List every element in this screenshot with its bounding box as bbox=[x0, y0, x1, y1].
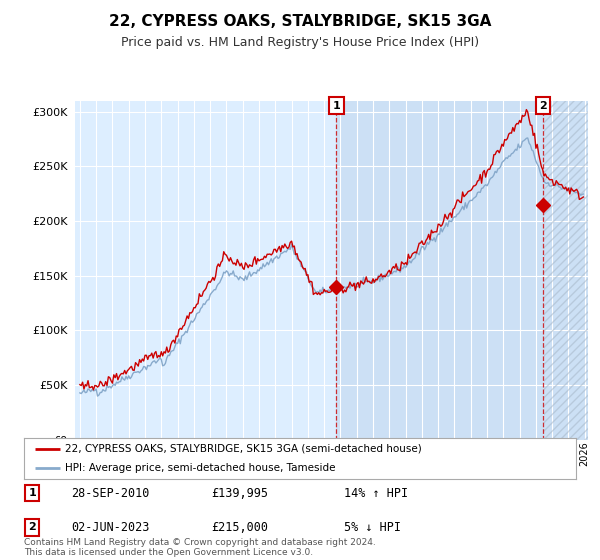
Text: Price paid vs. HM Land Registry's House Price Index (HPI): Price paid vs. HM Land Registry's House … bbox=[121, 36, 479, 49]
Text: 22, CYPRESS OAKS, STALYBRIDGE, SK15 3GA: 22, CYPRESS OAKS, STALYBRIDGE, SK15 3GA bbox=[109, 14, 491, 29]
Text: 28-SEP-2010: 28-SEP-2010 bbox=[71, 487, 149, 500]
Text: 2: 2 bbox=[28, 522, 36, 533]
Text: 22, CYPRESS OAKS, STALYBRIDGE, SK15 3GA (semi-detached house): 22, CYPRESS OAKS, STALYBRIDGE, SK15 3GA … bbox=[65, 444, 422, 454]
Text: £139,995: £139,995 bbox=[212, 487, 269, 500]
Text: 14% ↑ HPI: 14% ↑ HPI bbox=[344, 487, 408, 500]
Text: 02-JUN-2023: 02-JUN-2023 bbox=[71, 521, 149, 534]
Text: 5% ↓ HPI: 5% ↓ HPI bbox=[344, 521, 401, 534]
Bar bbox=[544, 101, 588, 440]
Text: 1: 1 bbox=[28, 488, 36, 498]
Text: 2: 2 bbox=[539, 101, 547, 111]
Text: Contains HM Land Registry data © Crown copyright and database right 2024.
This d: Contains HM Land Registry data © Crown c… bbox=[24, 538, 376, 557]
Text: 1: 1 bbox=[332, 101, 340, 111]
Text: £215,000: £215,000 bbox=[212, 521, 269, 534]
Text: HPI: Average price, semi-detached house, Tameside: HPI: Average price, semi-detached house,… bbox=[65, 463, 336, 473]
Bar bbox=[337, 101, 588, 440]
